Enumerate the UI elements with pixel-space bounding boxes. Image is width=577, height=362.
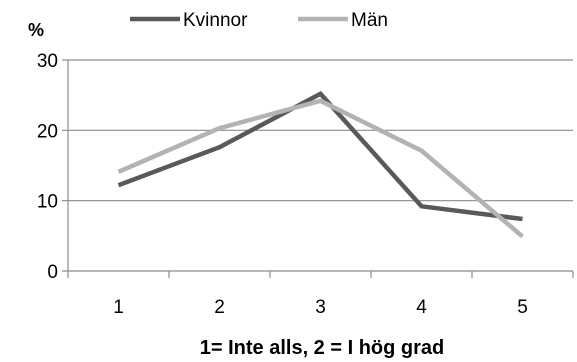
- x-tick-label: 4: [416, 297, 427, 318]
- legend-label: Män: [351, 10, 388, 31]
- x-axis-label: 1= Inte alls, 2 = I hög grad: [200, 337, 445, 359]
- x-tick-label: 2: [214, 297, 225, 318]
- x-tick-labels: 1 2 3 4 5: [113, 297, 528, 318]
- series-lines: [117, 90, 524, 239]
- legend-label: Kvinnor: [183, 10, 248, 31]
- y-tick-label: 20: [37, 121, 58, 142]
- series-line-2: [117, 98, 524, 239]
- legend: Kvinnor Män: [130, 10, 388, 31]
- x-tick-label: 1: [113, 297, 124, 318]
- x-tick-label: 3: [315, 297, 326, 318]
- gridlines: [68, 59, 573, 202]
- y-axis-label: %: [28, 20, 44, 40]
- y-tick-label: 0: [47, 262, 58, 283]
- y-tick-labels: 0 10 20 30: [37, 51, 58, 283]
- x-tick-label: 5: [517, 297, 528, 318]
- series-line-1: [117, 90, 523, 222]
- axes: [62, 59, 574, 278]
- y-tick-label: 30: [37, 51, 58, 72]
- y-tick-label: 10: [37, 192, 58, 213]
